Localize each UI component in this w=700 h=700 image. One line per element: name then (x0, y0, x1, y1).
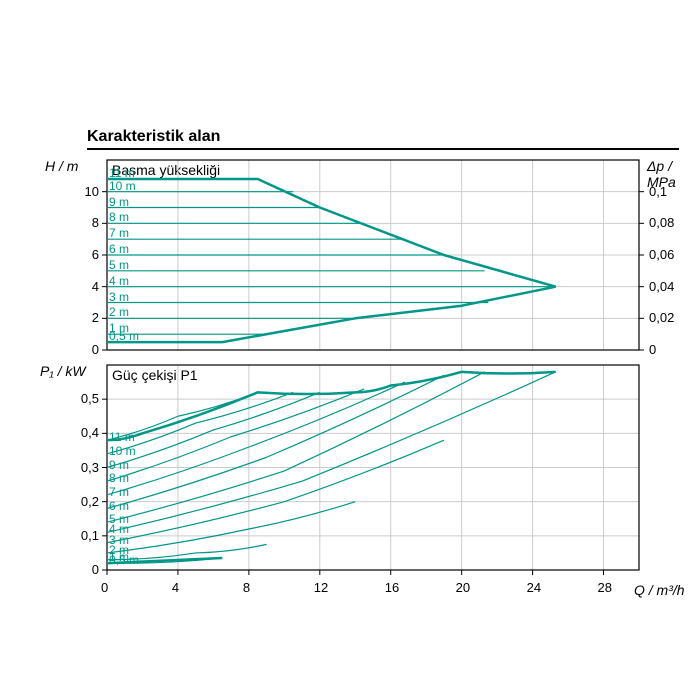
tick-label: 16 (385, 580, 399, 595)
tick-label: 0,08 (649, 215, 674, 230)
tick-label: 0,1 (69, 528, 99, 543)
iso-line-label: 5 m (109, 258, 129, 272)
iso-line-label: 9 m (109, 195, 129, 209)
tick-label: 28 (598, 580, 612, 595)
power-curve-label: 7 m (109, 485, 129, 499)
tick-label: 0,3 (69, 460, 99, 475)
tick-label: 12 (314, 580, 328, 595)
tick-label: 0,02 (649, 310, 674, 325)
power-curve-label: 8 m (109, 471, 129, 485)
tick-label: 0,04 (649, 279, 674, 294)
tick-label: 10 (69, 184, 99, 199)
iso-line-label: 8 m (109, 210, 129, 224)
tick-label: 0 (69, 562, 99, 577)
tick-label: 24 (527, 580, 541, 595)
tick-label: 6 (69, 247, 99, 262)
tick-label: 0,1 (649, 184, 667, 199)
tick-label: 2 (69, 310, 99, 325)
power-curve-label: 9 m (109, 458, 129, 472)
tick-label: 4 (172, 580, 179, 595)
iso-line-label: 6 m (109, 242, 129, 256)
tick-label: 4 (69, 279, 99, 294)
power-curve-label: 10 m (109, 444, 136, 458)
tick-label: 0 (69, 342, 99, 357)
tick-label: 0 (101, 580, 108, 595)
power-curve-label: 0,5 m (109, 553, 139, 567)
tick-label: 0,5 (69, 391, 99, 406)
tick-label: 0,2 (69, 494, 99, 509)
iso-line-label: 10 m (109, 179, 136, 193)
chart-svg (0, 0, 700, 700)
power-curve-label: 11 m (109, 430, 135, 444)
iso-line-label: 2 m (109, 305, 129, 319)
tick-label: 8 (243, 580, 250, 595)
iso-line-label: 7 m (109, 226, 129, 240)
iso-line-label: 0,5 m (109, 329, 139, 343)
tick-label: 0,4 (69, 425, 99, 440)
tick-label: 20 (456, 580, 470, 595)
tick-label: 0,06 (649, 247, 674, 262)
iso-line-label: 3 m (109, 290, 129, 304)
power-curve-label: 6 m (109, 499, 129, 513)
tick-label: 0 (649, 342, 656, 357)
tick-label: 8 (69, 215, 99, 230)
iso-line-label: 4 m (109, 274, 129, 288)
